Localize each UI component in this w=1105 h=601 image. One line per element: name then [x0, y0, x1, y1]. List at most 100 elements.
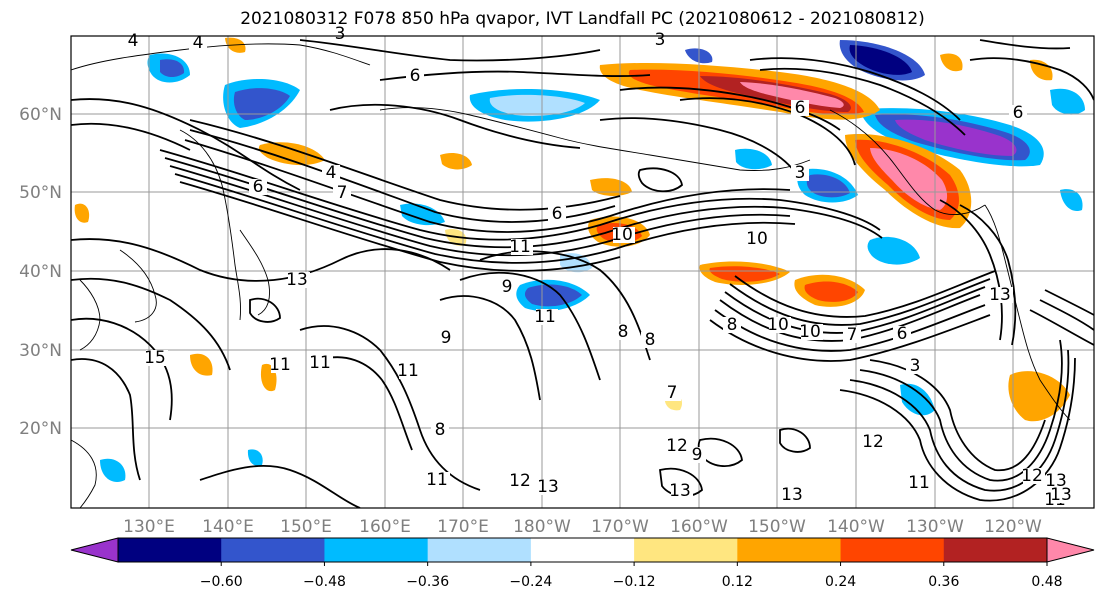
contour-label: 10: [746, 229, 768, 249]
latitude-label: 40°N: [19, 262, 62, 282]
contour-label: 9: [441, 328, 452, 348]
contour-label: 3: [910, 356, 921, 376]
colorbar-segment: [324, 538, 429, 562]
contour-label: 6: [1013, 103, 1024, 123]
longitude-labels: 130°E 140°E 150°E 160°E 170°E 180°W 170°W 160°W…: [123, 517, 1042, 537]
negative-anomaly-region: [100, 458, 126, 482]
negative-anomaly-region: [735, 148, 772, 170]
colorbar-tick-label: 0.24: [825, 574, 856, 590]
negative-anomaly-region: [900, 383, 935, 416]
contour-label: 13: [781, 485, 803, 505]
contour-label-bg: [663, 385, 681, 401]
colorbar-tick-label: −0.48: [303, 574, 346, 590]
colorbar-segment: [634, 538, 738, 562]
contour-label: 11: [509, 237, 531, 257]
positive-anomaly-region: [940, 53, 963, 72]
contour-label: 12: [666, 436, 688, 456]
longitude-label: 130°E: [123, 517, 175, 537]
longitude-label: 160°E: [359, 517, 411, 537]
colorbar-segment: [943, 538, 1048, 562]
contour-label-bg: [399, 363, 421, 379]
positive-anomaly-region: [590, 178, 632, 196]
negative-anomaly-region: [1050, 88, 1085, 115]
contour-label: 6: [897, 324, 908, 344]
colorbar-segment: [427, 538, 532, 562]
contour-label: 13: [989, 285, 1011, 305]
graticule: [71, 36, 1094, 508]
positive-anomaly-region: [1008, 371, 1070, 422]
longitude-label: 130°W: [906, 517, 964, 537]
longitude-label: 120°W: [984, 517, 1042, 537]
positive-anomaly-region: [740, 82, 844, 108]
contour-label: 11: [426, 470, 448, 490]
contour-label: 12: [862, 432, 884, 452]
contour-label-bg: [748, 231, 770, 247]
contour-label-bg: [431, 422, 449, 438]
colorbar-tick-label: 0.48: [1031, 574, 1062, 590]
contour-label-layer: 4346366476631113101191311887681010971181…: [124, 24, 1074, 510]
negative-anomaly-region: [489, 94, 585, 116]
contour-label-bg: [671, 483, 693, 499]
contour-label-bg: [539, 479, 561, 495]
contour-label-bg: [536, 309, 558, 325]
contour-label: 6: [795, 98, 806, 118]
negative-anomaly-region: [400, 203, 445, 226]
colorbar-segment: [530, 538, 635, 562]
colorbar-segment: [840, 538, 945, 562]
contour-label-bg: [801, 324, 823, 340]
colorbar-tick-label: −0.60: [200, 574, 243, 590]
contour-label-bg: [189, 35, 207, 51]
contour-label-bg: [428, 472, 450, 488]
latitude-label: 50°N: [19, 183, 62, 203]
contour-label-bg: [668, 438, 690, 454]
longitude-label: 140°W: [827, 517, 885, 537]
positive-anomaly-region: [1030, 59, 1053, 81]
contour-label: 11: [269, 355, 291, 375]
contour-label-bg: [124, 33, 142, 49]
colorbar-extend-max: [1046, 537, 1095, 563]
contour-label: 10: [767, 315, 789, 335]
contour-label: 10: [611, 225, 633, 245]
contour-label: 8: [727, 315, 738, 335]
colorbar-tick-label: 0.12: [722, 574, 753, 590]
contour-label: 11: [397, 361, 419, 381]
contour-label: 9: [692, 445, 703, 465]
contour-label-bg: [906, 358, 924, 374]
contour-label: 7: [847, 325, 858, 345]
contour-label-bg: [791, 100, 809, 116]
positive-anomaly-region: [258, 142, 325, 166]
colorbar-tick-label: −0.12: [613, 574, 656, 590]
colorbar-segment: [737, 538, 842, 562]
contour-label: 11: [908, 473, 930, 493]
contour-label: 10: [799, 322, 821, 342]
contour-label-bg: [548, 206, 566, 222]
contour-label: 3: [655, 30, 666, 50]
negative-anomaly-region: [524, 284, 582, 307]
contour-label: 12: [509, 471, 531, 491]
contour-label: 7: [337, 183, 348, 203]
contour-label: 8: [645, 330, 656, 350]
contour-label-bg: [893, 326, 911, 342]
contour-label-bg: [723, 317, 741, 333]
positive-anomaly-region: [709, 266, 780, 282]
contour-label: 8: [435, 420, 446, 440]
colorbar-segment: [118, 538, 222, 562]
contour-label-bg: [511, 239, 533, 255]
longitude-label: 170°E: [437, 517, 489, 537]
negative-anomaly-region: [895, 119, 1017, 156]
latitude-labels: 60°N 50°N 40°N 30°N 20°N: [19, 105, 62, 439]
colorbar-extend-min: [70, 537, 119, 563]
negative-anomaly-region: [233, 88, 290, 120]
negative-anomaly-region: [849, 45, 912, 75]
negative-anomaly-region: [160, 59, 185, 78]
positive-anomaly-region: [440, 153, 472, 170]
positive-anomaly-region: [190, 353, 213, 376]
map-frame: [70, 35, 1095, 509]
contour-label-bg: [783, 487, 805, 503]
contour-label-bg: [331, 26, 349, 42]
contour-label-bg: [769, 317, 791, 333]
positive-anomaly-region: [74, 203, 90, 223]
colorbar-tick-label: −0.24: [509, 574, 552, 590]
contour-label: 4: [128, 31, 139, 51]
latitude-label: 20°N: [19, 419, 62, 439]
